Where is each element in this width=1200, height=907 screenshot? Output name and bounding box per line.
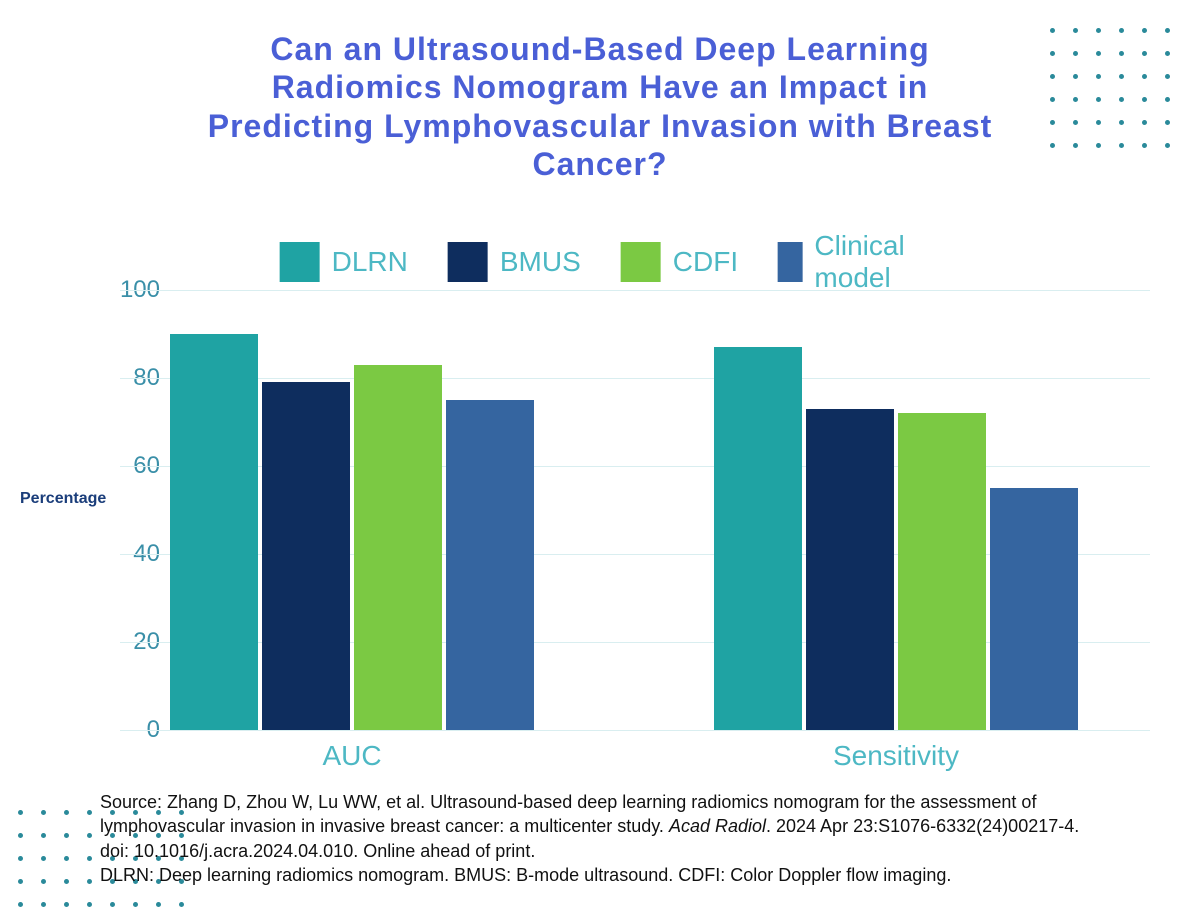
legend-swatch	[778, 242, 802, 282]
x-tick-label: Sensitivity	[833, 740, 959, 772]
gridline	[120, 730, 1150, 731]
legend: DLRN BMUS CDFI Clinical model	[280, 230, 921, 294]
bar-cdfi	[354, 365, 442, 730]
source-journal: Acad Radiol	[669, 816, 766, 836]
bar-dlrn	[714, 347, 802, 730]
legend-item: DLRN	[280, 242, 408, 282]
legend-item: BMUS	[448, 242, 581, 282]
bar-bmus	[262, 382, 350, 730]
page-title: Can an Ultrasound-Based Deep Learning Ra…	[200, 30, 1000, 184]
bar-clinical-model	[446, 400, 534, 730]
x-tick-label: AUC	[322, 740, 381, 772]
source-abbreviations: DLRN: Deep learning radiomics nomogram. …	[100, 865, 951, 885]
dot-grid-top-right	[1050, 28, 1170, 148]
legend-label: Clinical model	[814, 230, 920, 294]
bar-bmus	[806, 409, 894, 730]
bar-cdfi	[898, 413, 986, 730]
legend-swatch	[280, 242, 320, 282]
bar-clinical-model	[990, 488, 1078, 730]
legend-label: DLRN	[332, 246, 408, 278]
legend-label: BMUS	[500, 246, 581, 278]
bar-dlrn	[170, 334, 258, 730]
legend-swatch	[448, 242, 488, 282]
source-citation: Source: Zhang D, Zhou W, Lu WW, et al. U…	[100, 790, 1100, 887]
plot-area	[120, 290, 1150, 730]
legend-item: Clinical model	[778, 230, 920, 294]
legend-item: CDFI	[621, 242, 738, 282]
y-axis-label: Percentage	[20, 490, 106, 508]
legend-swatch	[621, 242, 661, 282]
chart	[120, 290, 1150, 730]
legend-label: CDFI	[673, 246, 738, 278]
